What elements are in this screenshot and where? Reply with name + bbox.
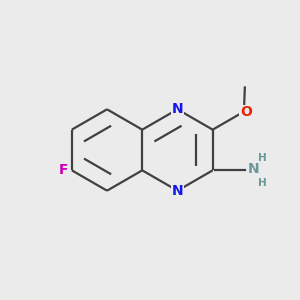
Text: N: N <box>248 162 259 176</box>
Text: F: F <box>58 163 68 177</box>
Text: O: O <box>240 105 252 119</box>
Text: N: N <box>172 184 183 198</box>
Text: H: H <box>258 153 266 163</box>
Text: N: N <box>172 102 183 116</box>
Text: H: H <box>258 178 266 188</box>
